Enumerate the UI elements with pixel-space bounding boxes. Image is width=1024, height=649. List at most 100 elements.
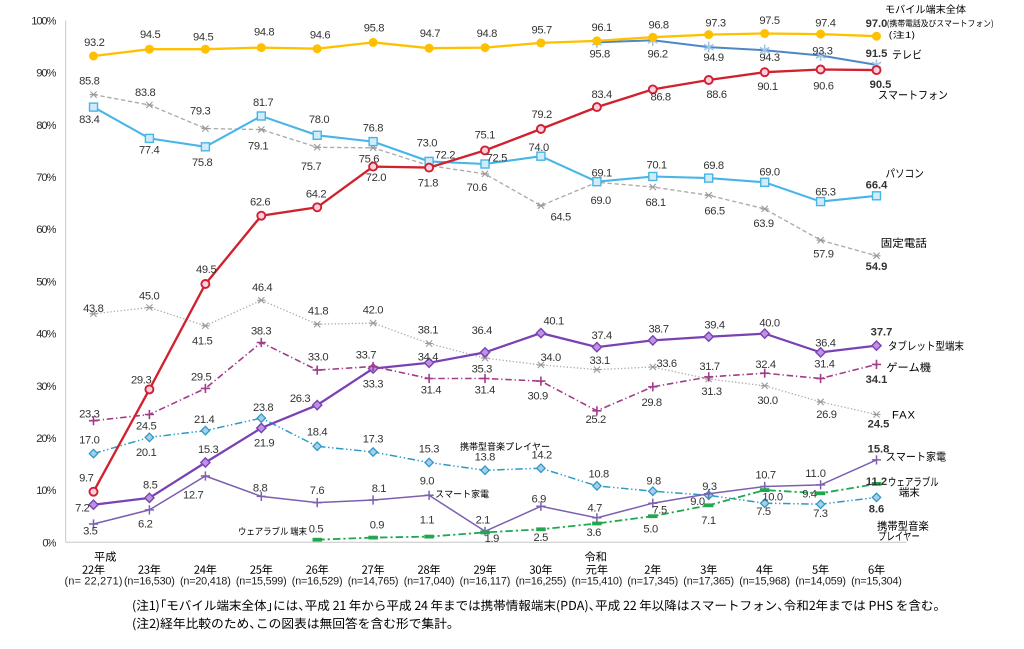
svg-text:(n=15,599): (n=15,599): [236, 575, 287, 587]
svg-text:30.9: 30.9: [528, 391, 549, 403]
svg-text:7.6: 7.6: [310, 485, 325, 497]
svg-text:8.1: 8.1: [372, 483, 387, 495]
svg-text:70%: 70%: [36, 172, 56, 184]
svg-text:95.8: 95.8: [364, 22, 385, 34]
svg-text:21.9: 21.9: [254, 437, 275, 449]
svg-text:38.7: 38.7: [648, 323, 669, 335]
svg-text:(n=17,040): (n=17,040): [404, 575, 455, 587]
svg-text:7.1: 7.1: [701, 515, 716, 527]
svg-text:88.6: 88.6: [706, 89, 727, 101]
svg-text:62.6: 62.6: [250, 197, 271, 209]
svg-text:10.0: 10.0: [762, 491, 783, 503]
svg-text:(n= 22,271): (n= 22,271): [65, 575, 123, 587]
svg-text:60%: 60%: [36, 224, 56, 236]
svg-text:94.3: 94.3: [759, 52, 780, 64]
svg-text:(n=16,530): (n=16,530): [124, 575, 175, 587]
svg-text:15.3: 15.3: [198, 444, 219, 456]
svg-text:15.8: 15.8: [868, 443, 890, 455]
svg-text:1.1: 1.1: [420, 514, 435, 526]
svg-text:3.6: 3.6: [587, 527, 602, 539]
svg-text:63.9: 63.9: [753, 218, 774, 230]
svg-text:75.8: 75.8: [192, 157, 213, 169]
svg-text:7.2: 7.2: [75, 503, 90, 515]
svg-text:(n=14,059): (n=14,059): [795, 575, 846, 587]
svg-text:97.3: 97.3: [705, 18, 726, 30]
svg-text:79.3: 79.3: [190, 106, 211, 118]
svg-text:97.0: 97.0: [866, 18, 888, 30]
svg-text:93.2: 93.2: [84, 37, 105, 49]
svg-text:7.5: 7.5: [756, 506, 771, 518]
svg-text:29.3: 29.3: [131, 374, 152, 386]
svg-text:72.5: 72.5: [487, 153, 508, 165]
svg-text:29.5: 29.5: [191, 371, 212, 383]
svg-text:94.9: 94.9: [703, 52, 724, 64]
svg-text:41.8: 41.8: [308, 306, 329, 318]
svg-text:(n=16,529): (n=16,529): [292, 575, 343, 587]
svg-text:93.3: 93.3: [812, 46, 833, 58]
svg-text:(n=17,365): (n=17,365): [683, 575, 734, 587]
svg-text:39.4: 39.4: [704, 320, 725, 332]
svg-text:65.3: 65.3: [815, 186, 836, 198]
svg-text:31.4: 31.4: [814, 359, 835, 371]
svg-text:23.8: 23.8: [253, 402, 274, 414]
svg-text:90.1: 90.1: [757, 81, 778, 93]
svg-text:12.7: 12.7: [183, 489, 204, 501]
svg-text:3.5: 3.5: [83, 526, 98, 538]
svg-text:94.6: 94.6: [310, 30, 331, 42]
svg-text:90.5: 90.5: [870, 79, 892, 91]
svg-text:97.5: 97.5: [759, 15, 780, 27]
svg-text:9.7: 9.7: [79, 473, 94, 485]
svg-text:26.9: 26.9: [816, 409, 837, 421]
svg-text:94.5: 94.5: [140, 29, 161, 41]
svg-text:71.8: 71.8: [418, 177, 439, 189]
svg-text:79.1: 79.1: [248, 141, 269, 153]
svg-text:75.6: 75.6: [359, 153, 380, 165]
svg-text:94.7: 94.7: [420, 28, 441, 40]
svg-text:96.8: 96.8: [648, 20, 669, 32]
svg-text:9.8: 9.8: [646, 476, 661, 488]
svg-text:37.4: 37.4: [592, 330, 613, 342]
svg-text:83.4: 83.4: [79, 114, 100, 126]
svg-text:9.0: 9.0: [690, 496, 705, 508]
svg-text:2.1: 2.1: [476, 514, 491, 526]
svg-text:41.5: 41.5: [192, 336, 213, 348]
svg-text:94.8: 94.8: [477, 28, 498, 40]
svg-text:8.6: 8.6: [869, 504, 885, 516]
svg-text:8.8: 8.8: [253, 482, 268, 494]
svg-text:75.1: 75.1: [475, 129, 496, 141]
svg-text:33.7: 33.7: [356, 350, 377, 362]
svg-text:33.3: 33.3: [363, 378, 384, 390]
svg-text:24.5: 24.5: [136, 421, 157, 433]
svg-text:20.1: 20.1: [136, 447, 157, 459]
svg-text:69.0: 69.0: [591, 195, 612, 207]
svg-text:36.4: 36.4: [815, 337, 836, 349]
svg-text:94.8: 94.8: [254, 27, 275, 39]
svg-text:25.2: 25.2: [586, 414, 607, 426]
svg-text:36.4: 36.4: [472, 325, 493, 337]
svg-text:50%: 50%: [36, 276, 56, 288]
svg-text:64.2: 64.2: [306, 189, 327, 201]
svg-text:86.8: 86.8: [650, 91, 671, 103]
svg-text:10%: 10%: [36, 485, 56, 497]
svg-text:(n=15,410): (n=15,410): [572, 575, 623, 587]
svg-text:(n=15,304): (n=15,304): [851, 575, 902, 587]
svg-text:96.2: 96.2: [647, 48, 668, 60]
svg-text:8.5: 8.5: [143, 480, 158, 492]
svg-text:34.4: 34.4: [418, 351, 439, 363]
svg-text:81.7: 81.7: [253, 97, 274, 109]
svg-text:80%: 80%: [36, 120, 56, 132]
svg-text:69.8: 69.8: [703, 160, 724, 172]
svg-text:9.4: 9.4: [802, 488, 817, 500]
svg-text:31.4: 31.4: [475, 385, 496, 397]
svg-text:33.0: 33.0: [308, 352, 329, 364]
svg-text:18.4: 18.4: [307, 427, 328, 439]
svg-text:70.6: 70.6: [467, 182, 488, 194]
svg-text:9.3: 9.3: [702, 481, 717, 493]
svg-text:83.4: 83.4: [592, 89, 613, 101]
svg-text:38.1: 38.1: [418, 325, 439, 337]
svg-text:33.1: 33.1: [590, 355, 611, 367]
svg-text:64.5: 64.5: [551, 212, 572, 224]
svg-text:21.4: 21.4: [194, 414, 215, 426]
svg-text:2.5: 2.5: [534, 532, 549, 544]
svg-text:90%: 90%: [36, 68, 56, 80]
